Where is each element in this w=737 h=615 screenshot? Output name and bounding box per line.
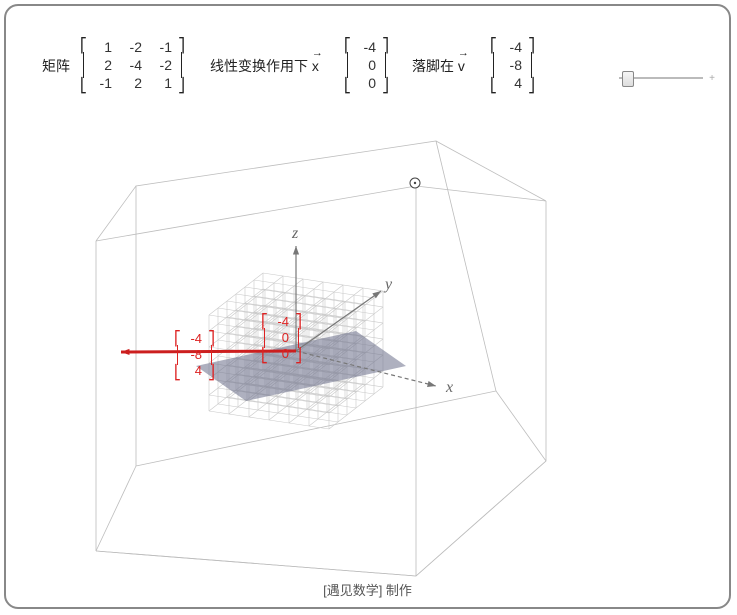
mA-0-0: 1	[94, 38, 112, 56]
rov1-2: 0	[275, 346, 289, 362]
svg-text:y: y	[383, 276, 393, 293]
vv-0: -4	[504, 38, 522, 56]
mA-2-1: 2	[124, 74, 142, 92]
viz-3d[interactable]: x y z -4 0 0 -4 -8 4	[6, 116, 731, 586]
vv-2: 4	[504, 74, 522, 92]
red-vec-overlay-x: -4 0 0	[261, 314, 303, 362]
label-result-text: 落脚在	[412, 58, 454, 74]
vv-1: -8	[504, 56, 522, 74]
matrix-A: 1 2 -1 -2 -4 2 -1 -2 1	[80, 38, 186, 92]
rov1-0: -4	[275, 314, 289, 330]
mA-1-2: -2	[154, 56, 172, 74]
vx-2: 0	[358, 74, 376, 92]
app-frame: 矩阵 1 2 -1 -2 -4 2 -1 -2 1 线性变换作用下 x	[4, 4, 731, 609]
rov2-0: -4	[188, 331, 202, 347]
rov1-1: 0	[275, 330, 289, 346]
label-result: 落脚在 v	[412, 56, 465, 76]
vector-x: -4 0 0	[344, 38, 390, 92]
mA-1-0: 2	[94, 56, 112, 74]
slider-thumb[interactable]	[622, 71, 634, 87]
svg-text:x: x	[445, 379, 453, 396]
mA-0-1: -2	[124, 38, 142, 56]
viz-svg: x y z	[6, 116, 731, 586]
footer-credit: [遇见数学] 制作	[6, 580, 729, 599]
vx-0: -4	[358, 38, 376, 56]
slider-plus-icon: +	[709, 73, 715, 84]
time-slider[interactable]: +	[611, 68, 711, 88]
mA-0-2: -1	[154, 38, 172, 56]
label-transform-text: 线性变换作用下	[210, 58, 308, 74]
label-matrix: 矩阵	[42, 56, 70, 76]
rov2-2: 4	[188, 363, 202, 379]
vx-1: 0	[358, 56, 376, 74]
mA-2-0: -1	[94, 74, 112, 92]
vector-v: -4 -8 4	[490, 38, 536, 92]
svg-text:z: z	[291, 225, 299, 242]
mA-2-2: 1	[154, 74, 172, 92]
label-transform: 线性变换作用下 x	[210, 56, 319, 76]
rov2-1: -8	[188, 347, 202, 363]
mA-1-1: -4	[124, 56, 142, 74]
label-transform-var: x	[312, 58, 319, 74]
header-row: 矩阵 1 2 -1 -2 -4 2 -1 -2 1 线性变换作用下 x	[6, 24, 729, 104]
red-vec-overlay-v: -4 -8 4	[174, 331, 216, 379]
label-result-var: v	[458, 58, 465, 74]
